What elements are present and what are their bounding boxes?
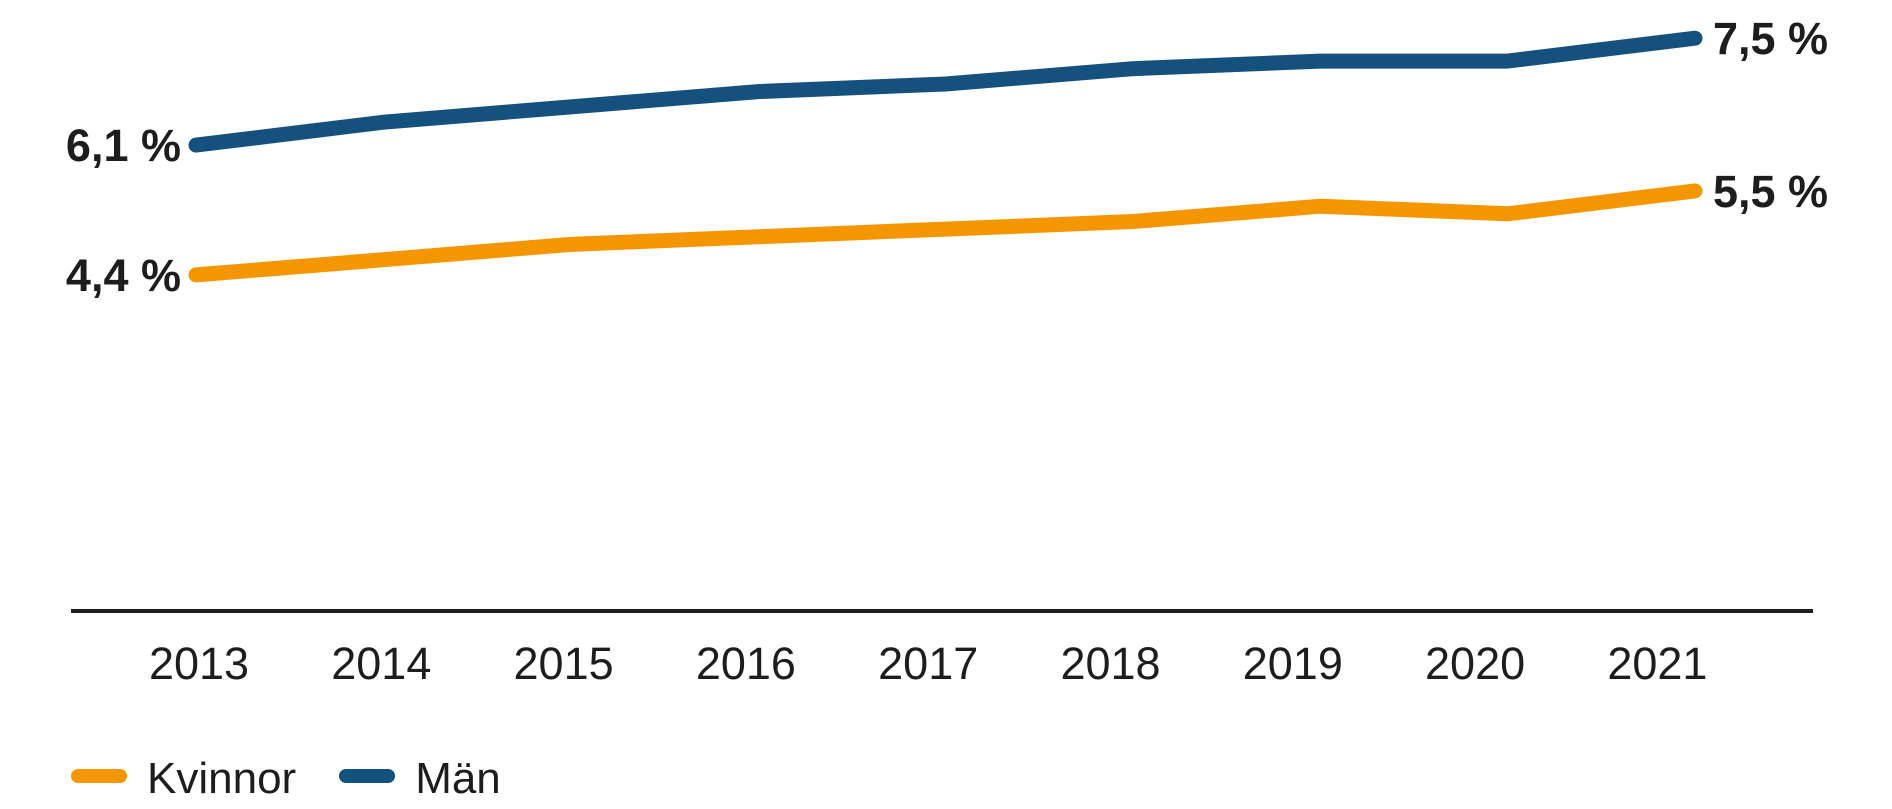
chart-legend: Kvinnor Män [71, 757, 544, 801]
end-value-label-kvinnor: 5,5 % [1713, 166, 1828, 217]
x-tick-label-2017: 2017 [878, 638, 978, 689]
legend-item-kvinnor: Kvinnor [71, 757, 296, 801]
x-tick-label-2013: 2013 [149, 638, 249, 689]
x-tick-label-2021: 2021 [1607, 638, 1707, 689]
legend-swatch-kvinnor [71, 769, 127, 783]
end-value-label-man: 7,5 % [1713, 13, 1828, 64]
x-tick-label-2016: 2016 [696, 638, 796, 689]
x-tick-label-2014: 2014 [331, 638, 431, 689]
x-tick-label-2019: 2019 [1243, 638, 1343, 689]
start-value-label-man: 6,1 % [66, 120, 181, 171]
x-axis-line [71, 609, 1813, 613]
legend-item-man: Män [339, 757, 501, 801]
start-value-label-kvinnor: 4,4 % [66, 250, 181, 301]
x-tick-label-2015: 2015 [514, 638, 614, 689]
x-tick-label-2020: 2020 [1425, 638, 1525, 689]
legend-swatch-man [339, 769, 396, 783]
x-tick-label-2018: 2018 [1060, 638, 1160, 689]
legend-label-man: Män [415, 754, 501, 803]
series-line-man [188, 30, 1703, 153]
legend-label-kvinnor: Kvinnor [147, 754, 297, 803]
series-line-kvinnor [188, 183, 1703, 283]
